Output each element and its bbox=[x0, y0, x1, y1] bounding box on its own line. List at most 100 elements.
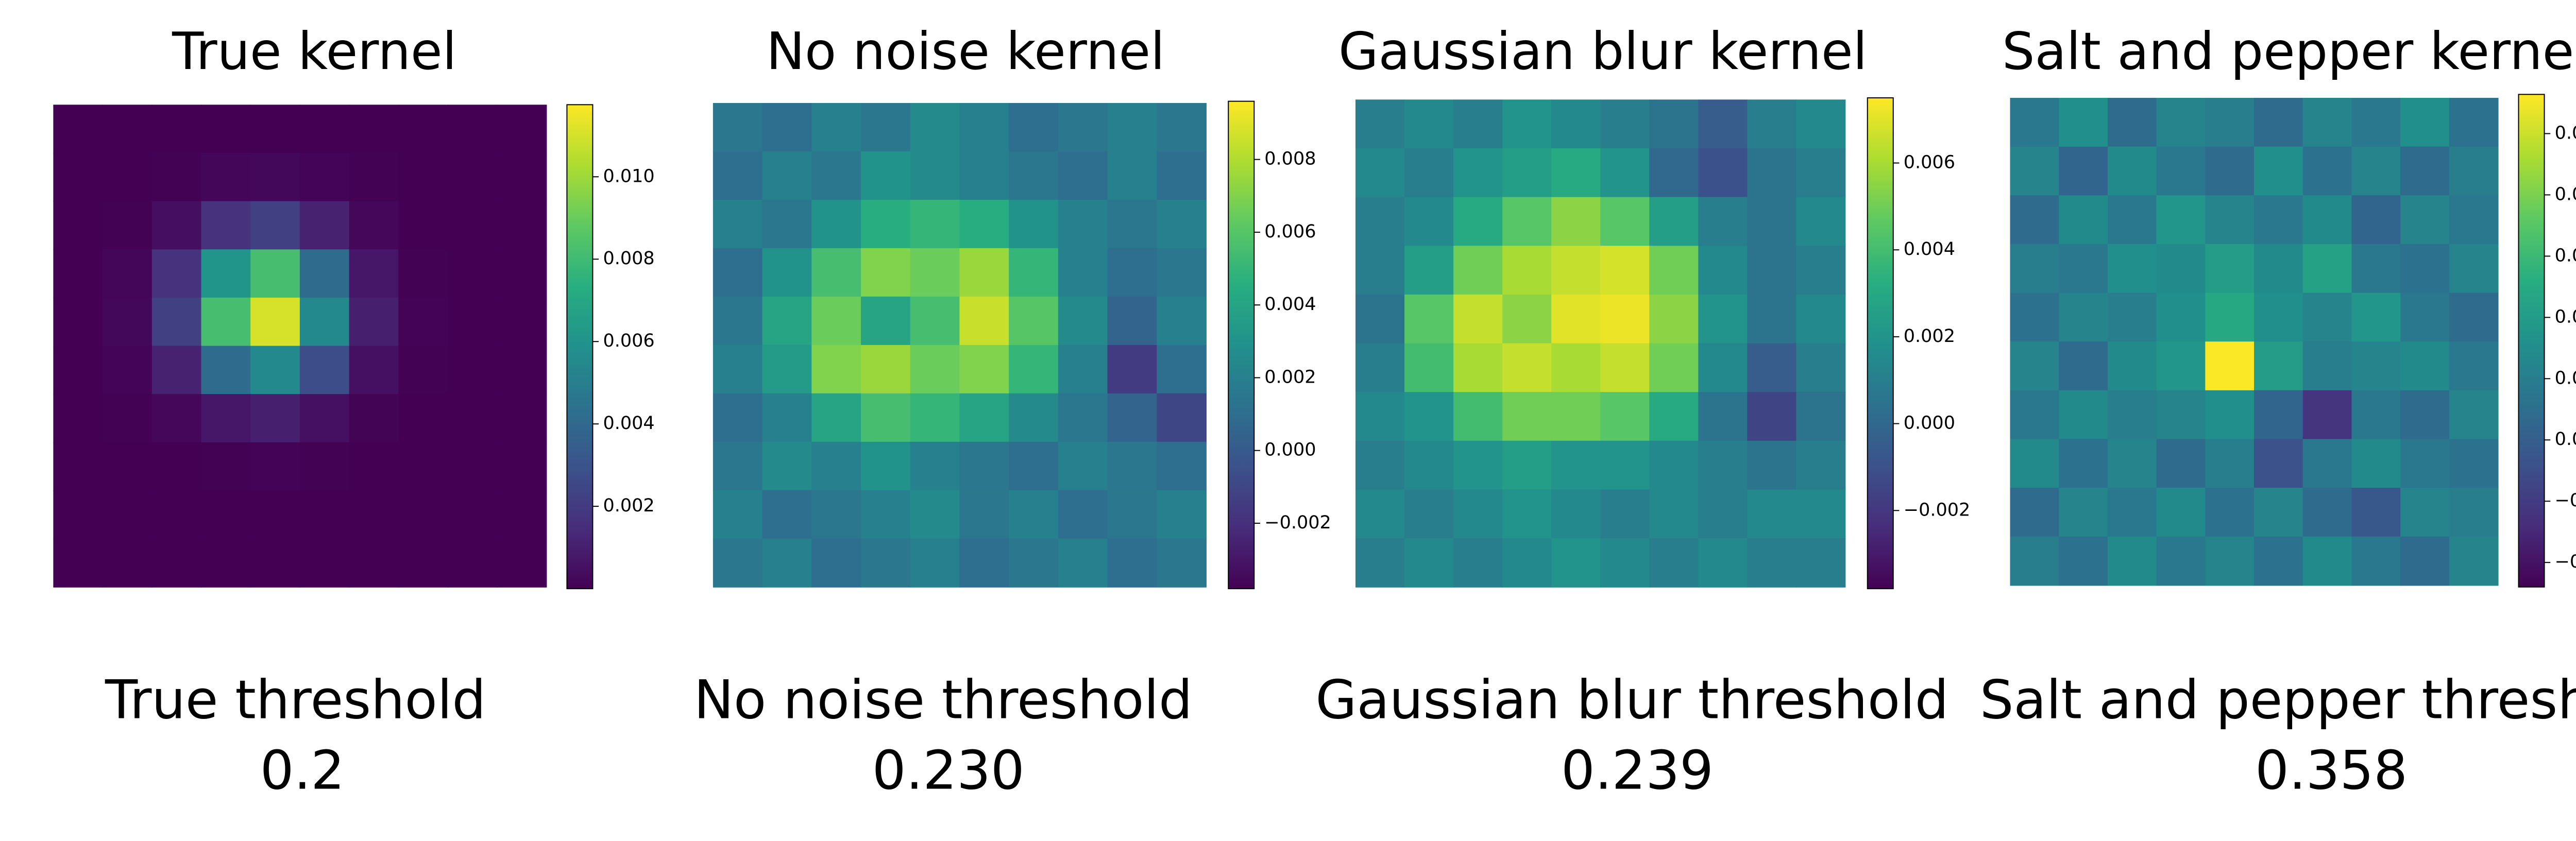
colorbar-tick-label: 0.004 bbox=[603, 413, 654, 434]
heatmap-cell bbox=[860, 296, 911, 346]
heatmap-cell bbox=[762, 490, 812, 539]
heatmap-cell bbox=[1502, 440, 1552, 490]
heatmap-cell bbox=[910, 441, 960, 491]
heatmap-cell bbox=[762, 345, 812, 394]
heatmap-cell bbox=[959, 538, 1010, 588]
heatmap-cell bbox=[2059, 390, 2108, 440]
heatmap-cell bbox=[250, 105, 300, 153]
heatmap-cell bbox=[1355, 538, 1405, 588]
heatmap-cell bbox=[250, 442, 300, 491]
heatmap-cell bbox=[762, 538, 812, 588]
heatmap-cell bbox=[860, 151, 911, 200]
heatmap-cell bbox=[53, 249, 104, 298]
heatmap-cell bbox=[398, 490, 449, 540]
heatmap-cell bbox=[1107, 538, 1158, 588]
heatmap-cell bbox=[2205, 390, 2255, 440]
heatmap-cell bbox=[1698, 197, 1748, 247]
heatmap-cell bbox=[2205, 146, 2255, 196]
heatmap-cell bbox=[299, 201, 350, 250]
colorbar-tick-label: 0.0050 bbox=[2555, 306, 2576, 327]
heatmap-cell bbox=[811, 538, 861, 588]
heatmap-cell bbox=[250, 249, 300, 298]
heatmap-cell bbox=[1698, 294, 1748, 344]
heatmap-cell bbox=[1747, 148, 1797, 198]
heatmap-cell bbox=[1009, 490, 1059, 539]
heatmap-cell bbox=[151, 152, 202, 202]
heatmap-cell bbox=[2107, 97, 2157, 147]
heatmap-cell bbox=[2107, 293, 2157, 342]
heatmap-cell bbox=[2449, 146, 2499, 196]
heatmap-cell bbox=[1796, 246, 1846, 295]
heatmap-cell bbox=[1698, 246, 1748, 295]
heatmap-cell bbox=[1502, 197, 1552, 247]
heatmap-cell bbox=[201, 152, 251, 202]
heatmap-cell bbox=[1551, 538, 1601, 588]
heatmap-cell bbox=[713, 490, 763, 539]
heatmap-cell bbox=[713, 538, 763, 588]
heatmap-cell bbox=[959, 248, 1010, 297]
heatmap-cell bbox=[811, 102, 861, 152]
heatmap-cell bbox=[1058, 538, 1108, 588]
heatmap-cell bbox=[1502, 538, 1552, 588]
heatmap-cell bbox=[1600, 538, 1650, 588]
heatmap-cell bbox=[1551, 99, 1601, 149]
heatmap-cell bbox=[2254, 146, 2303, 196]
heatmap-cell bbox=[1355, 294, 1405, 344]
heatmap-cell bbox=[2010, 439, 2060, 489]
heatmap-cell bbox=[2302, 146, 2352, 196]
heatmap-cell bbox=[2156, 97, 2206, 147]
heatmap-cell bbox=[151, 442, 202, 491]
heatmap-cell bbox=[2107, 146, 2157, 196]
heatmap-cell bbox=[201, 539, 251, 588]
heatmap-cell bbox=[103, 346, 152, 395]
heatmap-cell bbox=[1649, 246, 1699, 295]
heatmap-cell bbox=[1058, 345, 1108, 394]
heatmap-cell bbox=[1009, 199, 1059, 249]
heatmap-cell bbox=[811, 393, 861, 442]
heatmap-cell bbox=[2400, 439, 2450, 489]
heatmap-cell bbox=[2010, 536, 2060, 586]
heatmap-cell bbox=[1747, 489, 1797, 539]
heatmap-cell bbox=[398, 105, 449, 153]
heatmap-cell bbox=[811, 345, 861, 394]
colorbar-tick-label: −0.002 bbox=[1264, 512, 1331, 533]
heatmap-cell bbox=[2010, 341, 2060, 391]
heatmap-cell bbox=[1009, 441, 1059, 491]
heatmap-cell bbox=[299, 152, 350, 202]
heatmap-cell bbox=[1157, 345, 1207, 394]
heatmap-cell bbox=[250, 394, 300, 443]
heatmap-cell bbox=[398, 152, 449, 202]
heatmap-cell bbox=[1009, 538, 1059, 588]
heatmap-cell bbox=[860, 345, 911, 394]
heatmap-cell bbox=[1600, 294, 1650, 344]
heatmap-cell bbox=[1698, 440, 1748, 490]
heatmap-cell bbox=[1649, 197, 1699, 247]
heatmap-cell bbox=[1107, 296, 1158, 346]
threshold-caption: True threshold bbox=[105, 670, 486, 731]
heatmap-cell bbox=[1404, 99, 1454, 149]
heatmap-cell bbox=[1600, 246, 1650, 295]
heatmap-cell bbox=[1551, 246, 1601, 295]
heatmap-cell bbox=[1009, 151, 1059, 200]
heatmap-cell bbox=[959, 393, 1010, 442]
heatmap-cell bbox=[2302, 293, 2352, 342]
heatmap-cell bbox=[713, 199, 763, 249]
heatmap-cell bbox=[1157, 490, 1207, 539]
colorbar bbox=[1228, 100, 1255, 590]
heatmap-cell bbox=[53, 442, 104, 491]
heatmap-cell bbox=[1551, 294, 1601, 344]
heatmap-cell bbox=[1009, 393, 1059, 442]
heatmap-cell bbox=[2205, 195, 2255, 245]
heatmap-cell bbox=[1355, 148, 1405, 198]
heatmap-cell bbox=[2156, 390, 2206, 440]
colorbar-tick-label: 0.006 bbox=[603, 331, 654, 351]
heatmap-cell bbox=[2449, 390, 2499, 440]
heatmap-cell bbox=[1058, 490, 1108, 539]
heatmap-cell bbox=[349, 249, 399, 298]
heatmap-cell bbox=[201, 346, 251, 395]
heatmap-cell bbox=[959, 441, 1010, 491]
heatmap-cell bbox=[713, 393, 763, 442]
heatmap-cell bbox=[103, 539, 152, 588]
heatmap-cell bbox=[1698, 489, 1748, 539]
heatmap-cell bbox=[201, 249, 251, 298]
